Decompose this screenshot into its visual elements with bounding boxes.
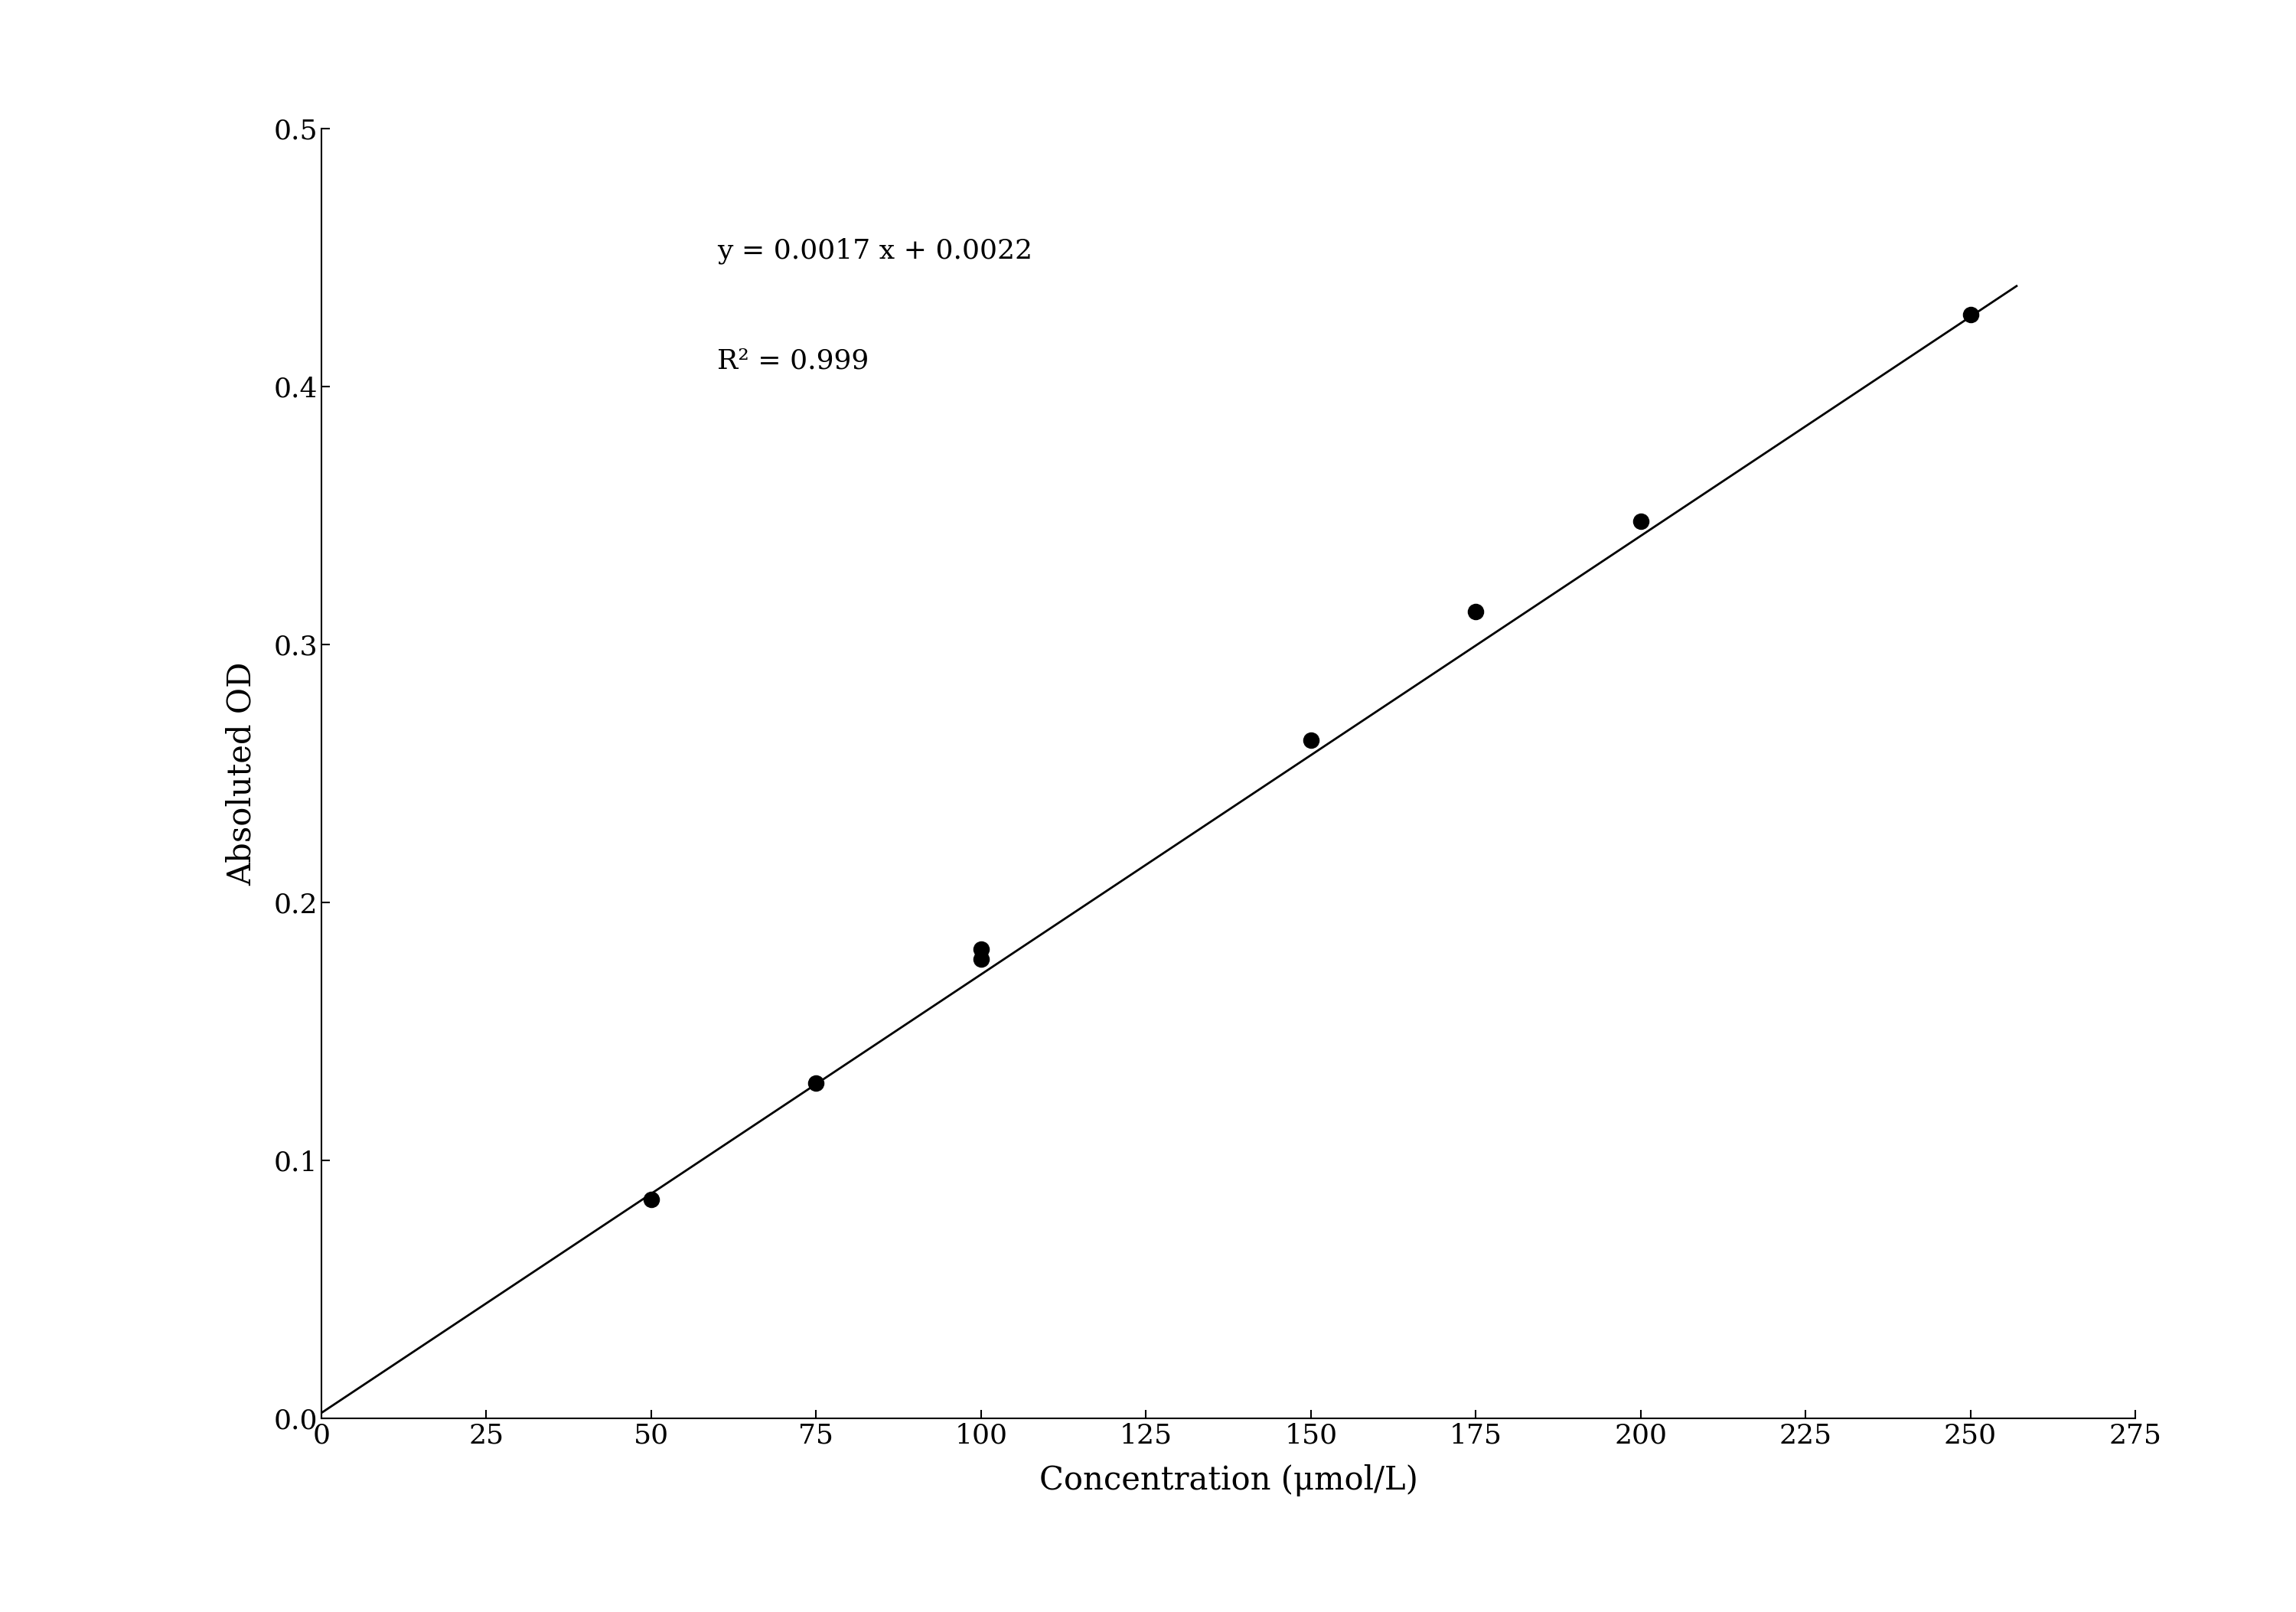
Point [1458,598,1495,624]
Point [962,937,999,962]
Point [1623,508,1660,534]
X-axis label: Concentration (μmol/L): Concentration (μmol/L) [1040,1464,1417,1496]
Point [1293,727,1329,753]
Text: y = 0.0017 x + 0.0022: y = 0.0017 x + 0.0022 [716,237,1033,264]
Point [797,1070,833,1096]
Point [962,946,999,972]
Text: R² = 0.999: R² = 0.999 [716,348,868,374]
Point [634,1186,670,1212]
Point [1952,301,1988,327]
Y-axis label: Absoluted OD: Absoluted OD [225,663,257,885]
